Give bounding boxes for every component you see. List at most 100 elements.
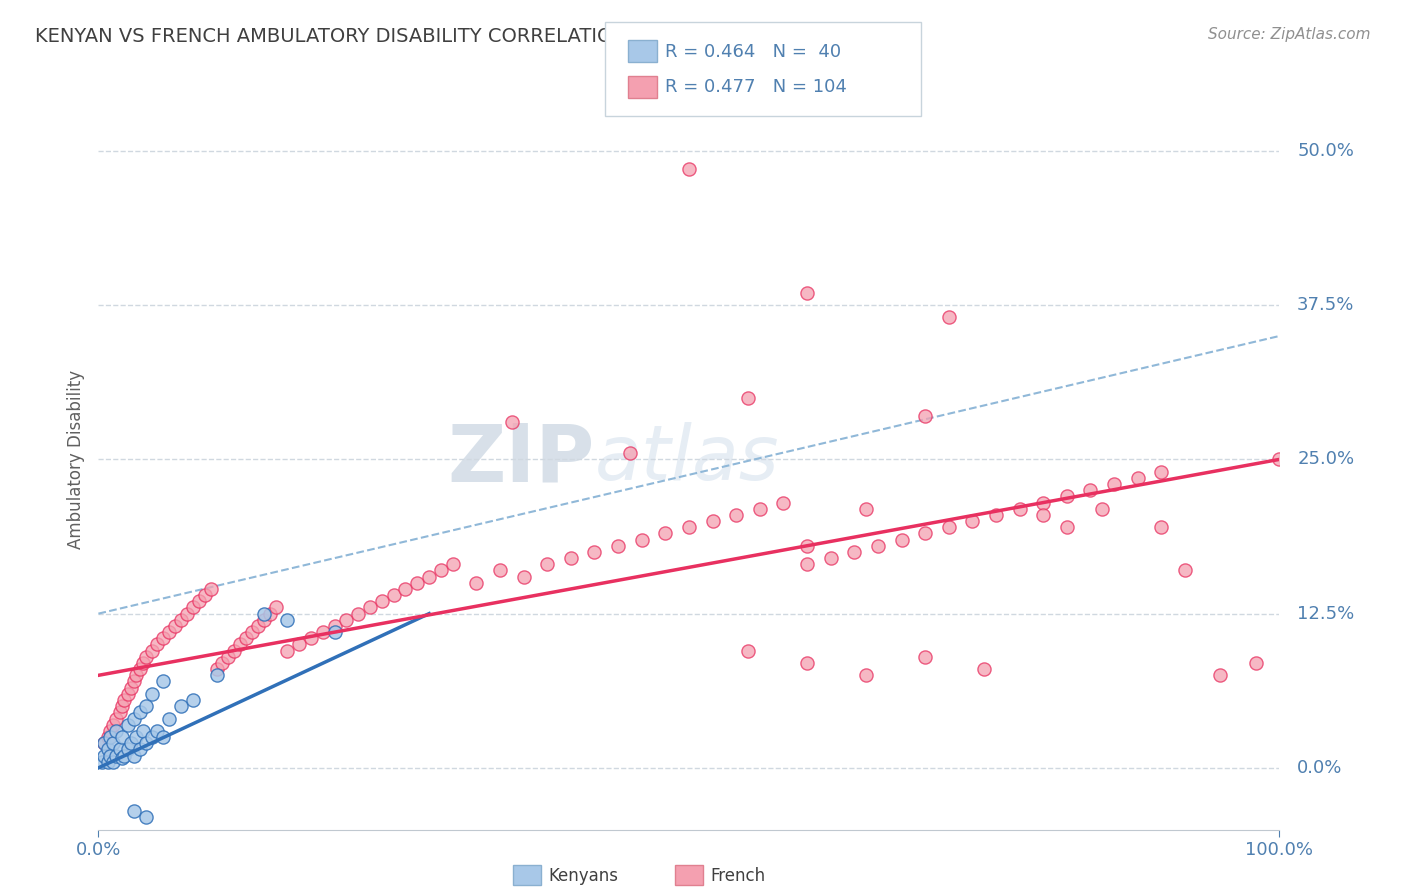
Point [135, 736, 157, 750]
Point [194, 588, 217, 602]
Text: ZIP: ZIP [447, 420, 595, 499]
Point [111, 699, 134, 714]
Point [128, 706, 150, 720]
Point [165, 619, 187, 633]
Point [105, 712, 128, 726]
Point [914, 409, 936, 424]
Point [181, 600, 204, 615]
Point [157, 625, 180, 640]
Point [141, 643, 163, 657]
Point [229, 637, 252, 651]
Point [93, 748, 115, 763]
Point [772, 495, 794, 509]
Point [1080, 483, 1102, 498]
Point [187, 594, 209, 608]
Point [962, 514, 984, 528]
Point [299, 632, 322, 646]
Point [1032, 495, 1054, 509]
Point [98, 723, 121, 738]
Point [654, 526, 676, 541]
Point [117, 742, 139, 756]
Point [98, 748, 121, 763]
Point [276, 613, 298, 627]
Point [105, 723, 128, 738]
Point [371, 594, 394, 608]
Point [111, 730, 134, 744]
Point [128, 742, 150, 756]
Point [152, 674, 174, 689]
Point [181, 693, 204, 707]
Text: 37.5%: 37.5% [1298, 296, 1354, 314]
Point [93, 736, 115, 750]
Point [748, 501, 770, 516]
Point [938, 310, 960, 325]
Point [240, 625, 263, 640]
Point [678, 520, 700, 534]
Point [489, 564, 512, 578]
Point [430, 564, 453, 578]
Point [259, 607, 281, 621]
Point [108, 706, 131, 720]
Point [235, 632, 257, 646]
Point [141, 687, 163, 701]
Point [1032, 508, 1054, 522]
Point [217, 649, 239, 664]
Point [323, 625, 346, 640]
Text: atlas: atlas [595, 423, 779, 496]
Point [128, 662, 150, 676]
Point [276, 643, 298, 657]
Point [583, 545, 606, 559]
Point [253, 607, 276, 621]
Point [1244, 656, 1267, 670]
Point [359, 600, 381, 615]
Point [737, 643, 759, 657]
Point [844, 545, 866, 559]
Point [122, 748, 145, 763]
Point [101, 736, 124, 750]
Point [157, 712, 180, 726]
Point [536, 558, 558, 572]
Point [288, 637, 311, 651]
Point [93, 736, 115, 750]
Point [122, 712, 145, 726]
Point [1091, 501, 1114, 516]
Text: 25.0%: 25.0% [1298, 450, 1354, 468]
Point [97, 730, 120, 744]
Point [418, 569, 440, 583]
Point [176, 607, 198, 621]
Text: Kenyans: Kenyans [548, 867, 619, 885]
Point [97, 742, 120, 756]
Point [91, 755, 114, 769]
Point [117, 717, 139, 731]
Point [146, 637, 169, 651]
Point [170, 613, 193, 627]
Point [1150, 465, 1173, 479]
Point [117, 687, 139, 701]
Point [224, 643, 246, 657]
Point [619, 446, 641, 460]
Text: 0.0%: 0.0% [1298, 759, 1343, 777]
Point [122, 674, 145, 689]
Point [796, 656, 818, 670]
Point [105, 748, 128, 763]
Point [678, 162, 700, 177]
Point [132, 656, 155, 670]
Point [512, 569, 534, 583]
Point [170, 699, 193, 714]
Point [1126, 471, 1149, 485]
Point [211, 656, 233, 670]
Point [101, 755, 124, 769]
Point [406, 575, 429, 590]
Point [630, 533, 652, 547]
Point [1150, 520, 1173, 534]
Text: 12.5%: 12.5% [1298, 605, 1354, 623]
Y-axis label: Ambulatory Disability: Ambulatory Disability [66, 370, 84, 549]
Point [890, 533, 912, 547]
Text: Source: ZipAtlas.com: Source: ZipAtlas.com [1208, 27, 1371, 42]
Point [152, 730, 174, 744]
Text: French: French [710, 867, 765, 885]
Text: 50.0%: 50.0% [1298, 142, 1354, 160]
Point [725, 508, 748, 522]
Point [820, 551, 842, 566]
Point [394, 582, 416, 596]
